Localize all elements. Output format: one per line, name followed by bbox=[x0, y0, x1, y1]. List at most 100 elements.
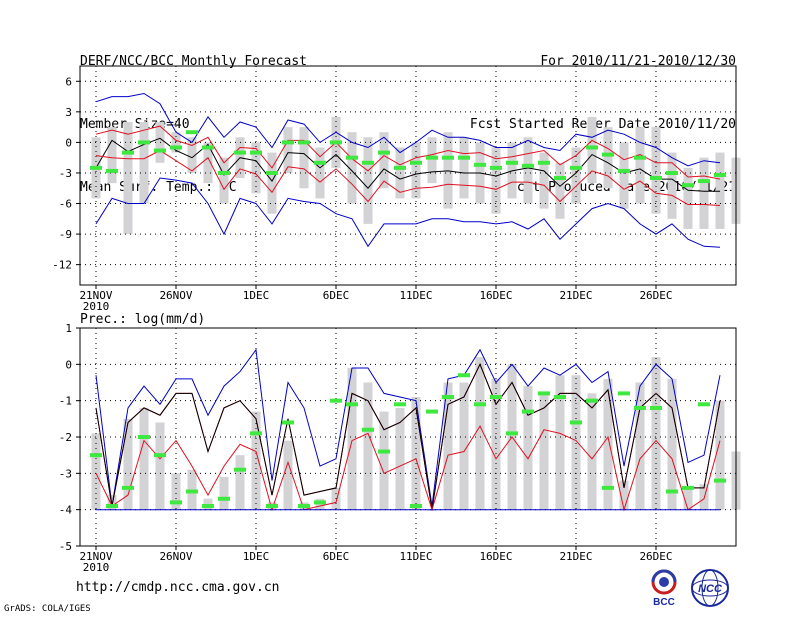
member-bar bbox=[395, 407, 405, 510]
y-tick-label: -5 bbox=[59, 540, 72, 553]
member-bar bbox=[347, 367, 357, 510]
forecast-marker bbox=[394, 402, 406, 407]
forecast-marker bbox=[506, 431, 518, 436]
member-bar bbox=[107, 127, 117, 184]
member-bar bbox=[491, 378, 501, 510]
member-bar bbox=[715, 152, 725, 229]
forecast-marker bbox=[506, 160, 518, 165]
x-tick-label: 6DEC bbox=[323, 289, 350, 302]
forecast-marker bbox=[666, 170, 678, 175]
member-bar bbox=[363, 137, 373, 224]
member-bar bbox=[571, 375, 581, 510]
bcc-logo-text: BCC bbox=[653, 597, 675, 608]
member-bar bbox=[171, 473, 181, 510]
member-bar bbox=[491, 147, 501, 214]
forecast-marker bbox=[698, 179, 710, 184]
panel-title: Prec.: log(mm/d) bbox=[80, 312, 205, 327]
forecast-marker bbox=[186, 130, 198, 135]
forecast-marker bbox=[650, 405, 662, 410]
forecast-marker bbox=[650, 176, 662, 181]
forecast-marker bbox=[634, 155, 646, 160]
forecast-marker bbox=[442, 395, 454, 400]
x-tick-label: 1DEC bbox=[243, 550, 270, 563]
forecast-marker bbox=[378, 150, 390, 155]
member-bar bbox=[635, 127, 645, 204]
x-tick-label: 11DEC bbox=[399, 550, 432, 563]
member-bar bbox=[699, 157, 709, 229]
member-bar bbox=[363, 382, 373, 510]
y-tick-label: 0 bbox=[65, 136, 72, 149]
member-bar bbox=[283, 127, 293, 173]
y-tick-label: 3 bbox=[65, 106, 72, 119]
ncc-logo-text: NCC bbox=[698, 583, 723, 595]
y-tick-label: -2 bbox=[59, 431, 72, 444]
forecast-marker bbox=[682, 183, 694, 188]
member-bar bbox=[667, 152, 677, 219]
member-bar bbox=[539, 393, 549, 510]
forecast-marker bbox=[154, 453, 166, 458]
forecast-marker bbox=[234, 467, 246, 472]
series-lower bbox=[95, 425, 721, 512]
forecast-marker bbox=[522, 163, 534, 168]
x-tick-label: 26NOV bbox=[159, 550, 192, 563]
forecast-marker bbox=[570, 165, 582, 170]
x-tick-label: 11DEC bbox=[399, 289, 432, 302]
forecast-marker bbox=[490, 395, 502, 400]
y-tick-label: 6 bbox=[65, 75, 72, 88]
forecast-marker bbox=[90, 453, 102, 458]
member-bar bbox=[251, 142, 261, 194]
forecast-marker bbox=[250, 431, 262, 436]
x-tick-label: 26DEC bbox=[639, 289, 672, 302]
forecast-marker bbox=[602, 152, 614, 157]
x-tick-label: 1DEC bbox=[243, 289, 270, 302]
bcc-logo: BCC bbox=[651, 569, 677, 608]
forecast-marker bbox=[154, 148, 166, 153]
series-min bbox=[95, 177, 721, 248]
forecast-marker bbox=[666, 489, 678, 494]
member-bar bbox=[475, 357, 485, 510]
forecast-marker bbox=[298, 140, 310, 145]
member-bar bbox=[187, 137, 197, 173]
forecast-marker bbox=[250, 150, 262, 155]
forecast-marker bbox=[442, 155, 454, 160]
member-bar bbox=[555, 375, 565, 510]
forecast-marker bbox=[330, 140, 342, 145]
forecast-marker bbox=[554, 395, 566, 400]
forecast-marker bbox=[458, 155, 470, 160]
x-tick-label: 6DEC bbox=[323, 550, 350, 563]
member-bar bbox=[219, 476, 229, 510]
x-tick-label: 21DEC bbox=[559, 289, 592, 302]
chart-panel-2: 1 0 -1 -2 -3 -4 -5 21NOV 26NOV 1DEC 6DEC 11DEC 16DEC… bbox=[59, 312, 741, 574]
forecast-marker bbox=[634, 405, 646, 410]
member-bar bbox=[571, 147, 581, 204]
forecast-marker bbox=[714, 478, 726, 483]
forecast-marker bbox=[426, 409, 438, 414]
forecast-marker bbox=[122, 485, 134, 490]
series-upper bbox=[95, 125, 721, 180]
forecast-marker bbox=[714, 172, 726, 177]
member-bar bbox=[443, 382, 453, 510]
member-bar bbox=[459, 382, 469, 510]
forecast-marker bbox=[186, 489, 198, 494]
series-max bbox=[95, 92, 721, 167]
member-bar bbox=[139, 407, 149, 510]
forecast-marker bbox=[538, 391, 550, 396]
y-tick-label: -1 bbox=[59, 395, 72, 408]
ncc-logo: NCC bbox=[691, 569, 729, 607]
chart-title: DERF/NCC/BCC Monthly Forecast bbox=[80, 54, 307, 69]
footer-url[interactable]: http://cmdp.ncc.cma.gov.cn bbox=[76, 580, 280, 595]
member-bar bbox=[619, 480, 629, 510]
forecast-marker bbox=[698, 402, 710, 407]
forecast-marker bbox=[410, 160, 422, 165]
forecast-marker bbox=[106, 168, 118, 173]
chart-panel-1: 6 3 0 -3 -6 -9 -12 21NOV 26NOV 1DEC 6DEC 11DEC 16DEC… bbox=[52, 65, 741, 313]
forecast-marker bbox=[586, 398, 598, 403]
x-tick-label: 21NOV bbox=[79, 550, 112, 563]
forecast-marker bbox=[122, 150, 134, 155]
member-bar bbox=[379, 132, 389, 189]
forecast-marker bbox=[234, 150, 246, 155]
forecast-marker bbox=[570, 420, 582, 425]
member-bar bbox=[587, 116, 597, 184]
forecast-marker bbox=[106, 504, 118, 509]
